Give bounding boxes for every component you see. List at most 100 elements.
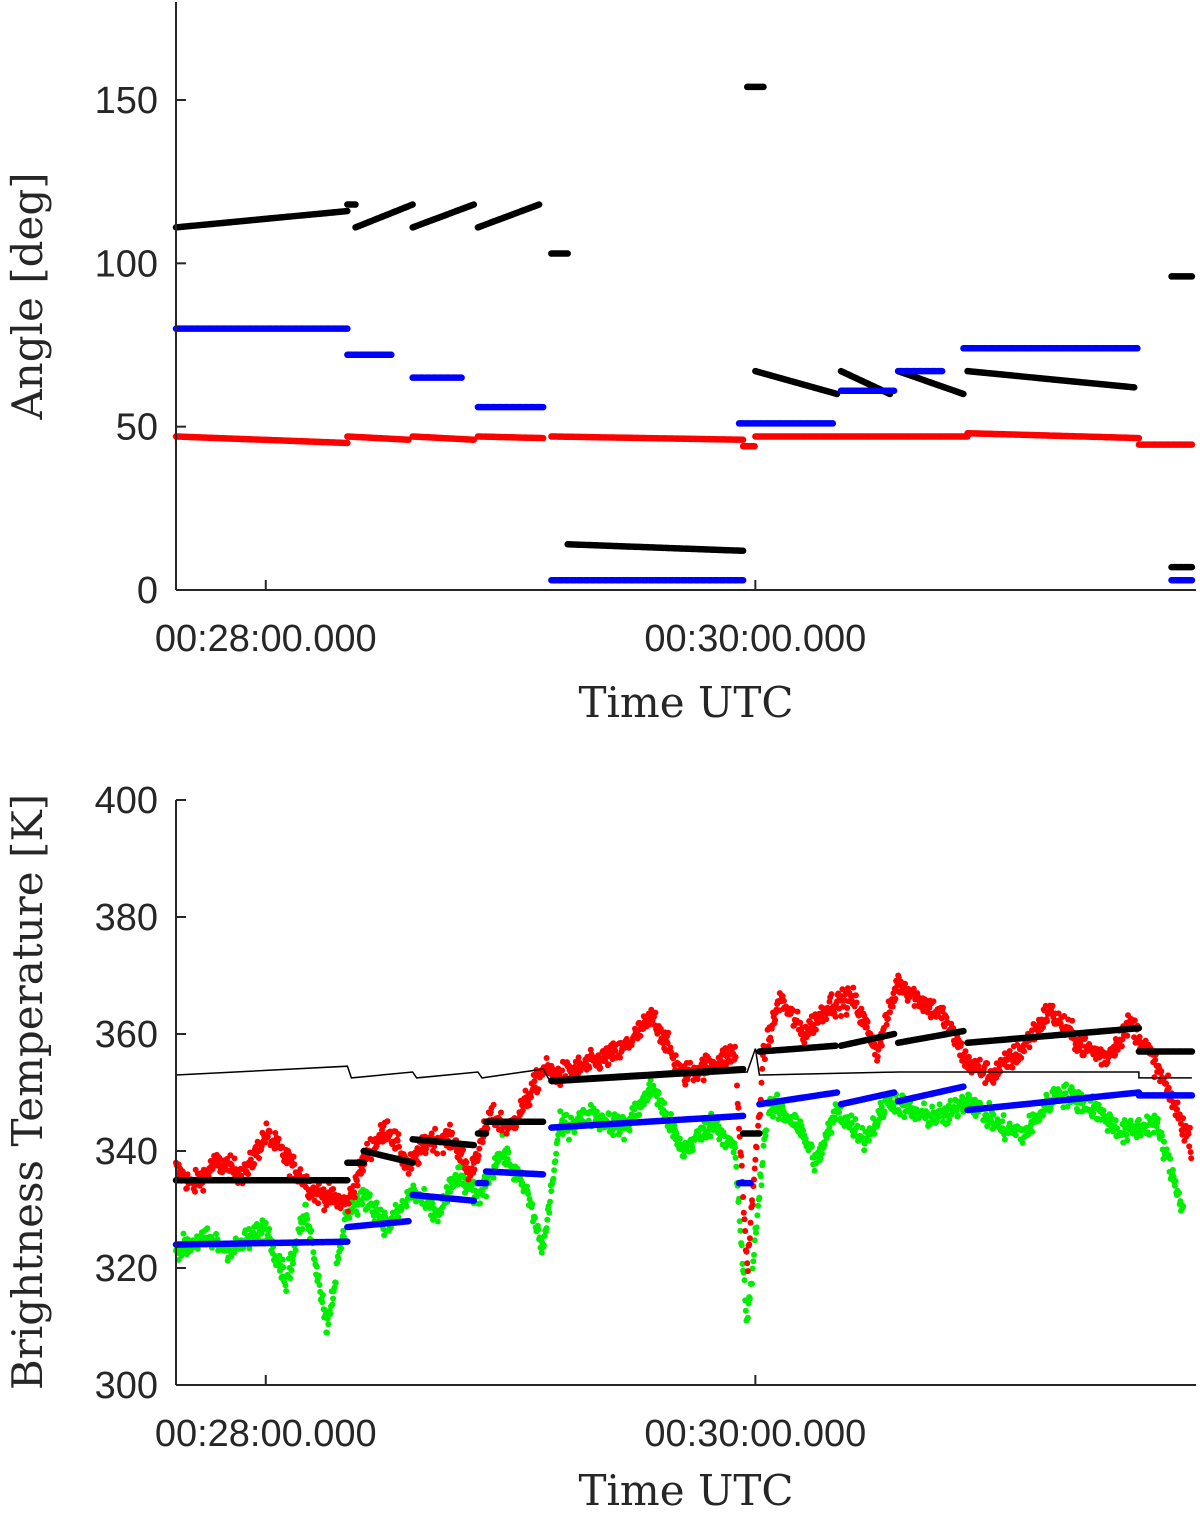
bt-point bbox=[940, 1004, 946, 1011]
bt-point bbox=[1180, 1203, 1187, 1210]
bt-point bbox=[848, 1120, 855, 1126]
bt-point bbox=[408, 1165, 415, 1172]
bt-point bbox=[552, 1158, 559, 1165]
bt-point bbox=[742, 1307, 749, 1314]
bt-point bbox=[732, 1043, 738, 1050]
angle-x-tick-label: 00:28:00.000 bbox=[155, 618, 377, 660]
bt-point bbox=[258, 1143, 265, 1150]
bt-point bbox=[749, 1265, 756, 1272]
bt-point bbox=[1163, 1080, 1170, 1087]
bt-point bbox=[392, 1201, 399, 1208]
bt-point bbox=[676, 1135, 683, 1142]
bt-point bbox=[682, 1081, 689, 1088]
bt-point bbox=[673, 1130, 680, 1137]
bt-point bbox=[529, 1201, 536, 1208]
angle-segments-black bbox=[172, 83, 1196, 571]
bt-point bbox=[183, 1185, 190, 1192]
bt-point bbox=[302, 1201, 309, 1208]
bt-point bbox=[335, 1255, 342, 1262]
bt-point bbox=[251, 1161, 258, 1167]
bt-point bbox=[664, 1040, 671, 1046]
bt-point bbox=[808, 1143, 815, 1150]
bt-point bbox=[1146, 1131, 1153, 1138]
bt-point bbox=[1188, 1155, 1195, 1162]
bt-point bbox=[752, 1156, 759, 1163]
bt-point bbox=[1100, 1107, 1107, 1114]
bt-segment bbox=[894, 1027, 967, 1047]
bt-point bbox=[360, 1167, 366, 1174]
bt-point bbox=[1044, 1018, 1051, 1025]
angle-segment bbox=[964, 429, 1143, 442]
bt-point bbox=[762, 1132, 769, 1139]
bt-point bbox=[504, 1156, 511, 1163]
bt-point bbox=[837, 993, 844, 1000]
bt-point bbox=[316, 1282, 323, 1288]
bt-point bbox=[819, 1150, 825, 1157]
bt-point bbox=[668, 1111, 674, 1117]
bt-point bbox=[345, 1200, 352, 1207]
bt-point bbox=[838, 1013, 844, 1019]
bt-point bbox=[329, 1301, 336, 1308]
bt-point bbox=[291, 1161, 298, 1168]
bt-point bbox=[1152, 1056, 1159, 1063]
bt-point bbox=[1131, 1017, 1138, 1024]
bt-point bbox=[736, 1218, 743, 1225]
bt-segments-black bbox=[172, 1024, 1196, 1184]
bt-point bbox=[855, 1012, 862, 1019]
bt-point bbox=[1165, 1084, 1172, 1091]
bt-point bbox=[758, 1079, 765, 1086]
bt-point bbox=[353, 1177, 360, 1184]
bt-point bbox=[596, 1126, 603, 1133]
bt-point bbox=[761, 1056, 768, 1063]
bt-y-ticks: 300 320 340 360 380 400 bbox=[95, 780, 186, 1407]
bt-point bbox=[854, 1122, 861, 1129]
bt-point bbox=[716, 1136, 723, 1143]
bt-point bbox=[283, 1288, 290, 1294]
bt-point bbox=[671, 1122, 678, 1129]
bt-point bbox=[484, 1125, 491, 1132]
bt-segment bbox=[894, 1083, 967, 1105]
bt-point bbox=[746, 1241, 753, 1248]
bt-point bbox=[750, 1258, 757, 1265]
bt-point bbox=[1174, 1099, 1181, 1106]
bt-point bbox=[958, 1040, 965, 1047]
bt-point bbox=[739, 1260, 746, 1267]
bt-segment bbox=[756, 1089, 841, 1108]
bt-point bbox=[831, 1114, 838, 1121]
bt-point bbox=[1040, 1024, 1046, 1031]
bt-point bbox=[745, 1300, 752, 1307]
bt-point bbox=[743, 1248, 750, 1255]
bt-point bbox=[962, 1048, 969, 1055]
bt-point bbox=[262, 1139, 269, 1146]
bt-point bbox=[315, 1272, 322, 1279]
bt-segment bbox=[756, 1042, 841, 1055]
angle-x-tick-label: 00:30:00.000 bbox=[644, 618, 866, 660]
bt-segment bbox=[964, 1089, 1143, 1114]
bt-point bbox=[852, 1116, 859, 1122]
bt-point bbox=[246, 1245, 253, 1252]
bt-point bbox=[702, 1059, 708, 1066]
bt-point bbox=[593, 1108, 600, 1115]
bt-point bbox=[652, 1009, 659, 1016]
bt-point bbox=[1057, 1089, 1063, 1096]
bt-point bbox=[841, 1123, 848, 1129]
bt-point bbox=[828, 1129, 835, 1136]
bt-point bbox=[345, 1208, 351, 1215]
bt-point bbox=[346, 1214, 353, 1221]
bt-point bbox=[636, 1111, 643, 1118]
bt-segment bbox=[344, 1217, 412, 1231]
angle-y-tick-label: 0 bbox=[137, 570, 158, 612]
bt-point bbox=[180, 1230, 187, 1237]
bt-point bbox=[700, 1125, 707, 1132]
bt-point bbox=[744, 1260, 751, 1267]
bt-point bbox=[563, 1111, 570, 1118]
bt-point bbox=[1124, 1032, 1131, 1039]
bt-point bbox=[797, 1118, 804, 1125]
angle-x-ticks: 00:28:00.000 00:30:00.000 bbox=[155, 580, 866, 660]
bt-point bbox=[447, 1121, 453, 1128]
bt-point bbox=[772, 1017, 779, 1024]
bt-point bbox=[405, 1170, 412, 1177]
bt-point bbox=[749, 1280, 755, 1287]
bt-point bbox=[1061, 1013, 1068, 1019]
bt-point bbox=[984, 1060, 991, 1067]
